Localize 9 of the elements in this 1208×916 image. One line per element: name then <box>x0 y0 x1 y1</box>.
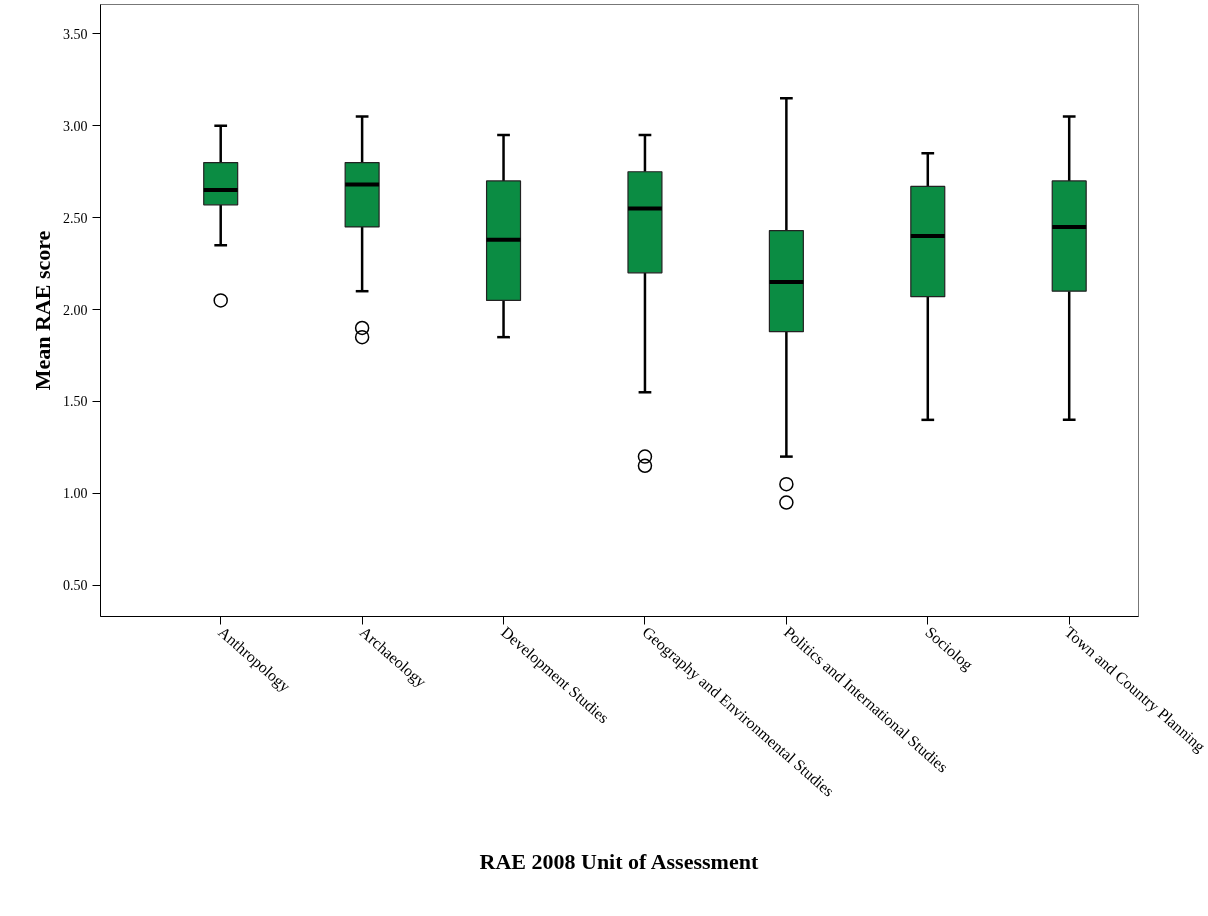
y-tick-label: 0.50 <box>63 578 88 594</box>
y-axis-title: Mean RAE score <box>30 230 55 391</box>
y-tick-label: 3.50 <box>63 26 88 42</box>
y-tick-label: 1.00 <box>63 486 88 502</box>
y-tick-label: 1.50 <box>63 394 88 410</box>
y-tick-label: 2.00 <box>63 302 88 318</box>
y-tick-label: 3.00 <box>63 118 88 134</box>
x-axis-title: RAE 2008 Unit of Assessment <box>479 849 759 875</box>
y-tick-label: 2.50 <box>63 210 88 226</box>
